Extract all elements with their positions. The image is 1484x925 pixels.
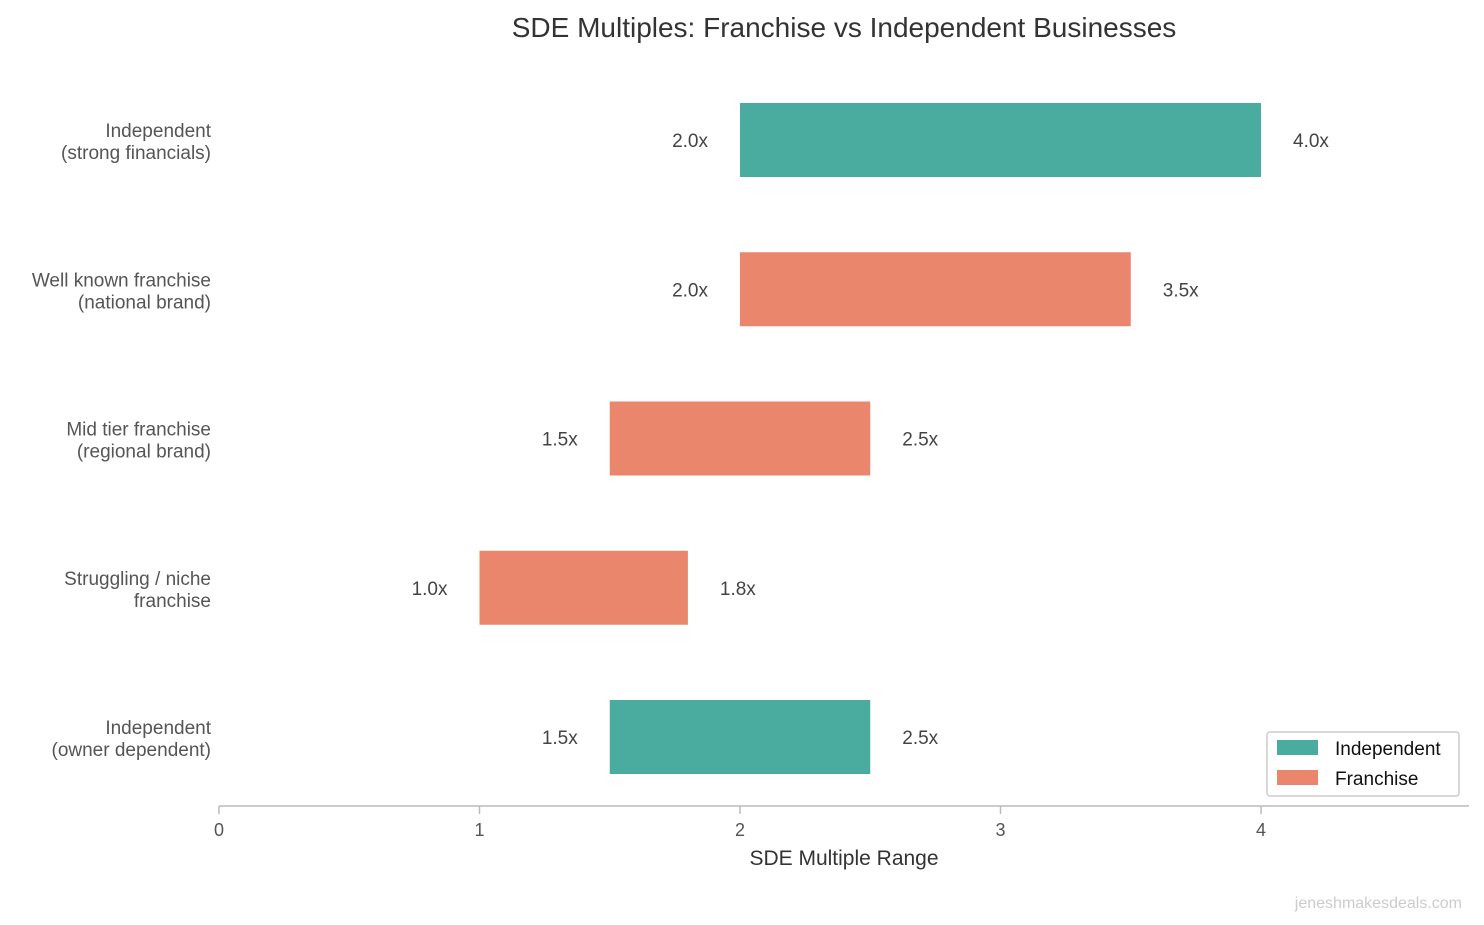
category-label-0-line1: Independent — [105, 121, 211, 142]
x-tick-label-0: 0 — [214, 820, 224, 840]
chart-title: SDE Multiples: Franchise vs Independent … — [512, 12, 1177, 43]
range-bar-3 — [479, 550, 688, 625]
range-high-label-0: 4.0x — [1293, 131, 1329, 152]
x-tick-label-3: 3 — [995, 820, 1005, 840]
x-tick-label-2: 2 — [735, 820, 745, 840]
range-bar-4 — [609, 700, 871, 774]
x-axis-ticks: 0 1 2 3 4 — [214, 806, 1266, 840]
x-tick-label-1: 1 — [474, 820, 484, 840]
range-bar-1 — [740, 252, 1131, 327]
x-axis-title: SDE Multiple Range — [749, 847, 938, 870]
range-high-label-2: 2.5x — [902, 430, 938, 451]
range-low-label-4: 1.5x — [542, 728, 578, 749]
range-high-label-3: 1.8x — [720, 579, 756, 600]
x-tick-label-4: 4 — [1256, 820, 1266, 840]
category-label-3-line1: Struggling / niche — [64, 569, 211, 590]
bars-layer — [479, 103, 1261, 774]
legend-label-independent: Independent — [1335, 739, 1441, 760]
range-low-label-2: 1.5x — [542, 430, 578, 451]
range-high-label-1: 3.5x — [1163, 280, 1199, 301]
category-label-0-line2: (strong financials) — [61, 143, 211, 164]
range-bar-0 — [740, 103, 1261, 177]
category-label-1-line2: (national brand) — [78, 292, 211, 313]
range-bar-2 — [609, 401, 871, 476]
legend-swatch-independent — [1277, 740, 1318, 755]
category-label-3-line2: franchise — [134, 591, 211, 612]
category-label-1-line1: Well known franchise — [32, 270, 211, 291]
watermark: jeneshmakesdeals.com — [1294, 895, 1462, 912]
range-low-label-3: 1.0x — [412, 579, 448, 600]
range-low-label-0: 2.0x — [672, 131, 708, 152]
range-low-label-1: 2.0x — [672, 280, 708, 301]
category-label-4-line1: Independent — [105, 718, 211, 739]
category-label-2-line2: (regional brand) — [77, 442, 211, 463]
legend: Independent Franchise — [1266, 731, 1460, 797]
legend-label-franchise: Franchise — [1335, 769, 1418, 790]
range-high-label-4: 2.5x — [902, 728, 938, 749]
legend-swatch-franchise — [1277, 770, 1318, 785]
category-label-2-line1: Mid tier franchise — [66, 420, 211, 441]
category-label-4-line2: (owner dependent) — [52, 740, 212, 761]
